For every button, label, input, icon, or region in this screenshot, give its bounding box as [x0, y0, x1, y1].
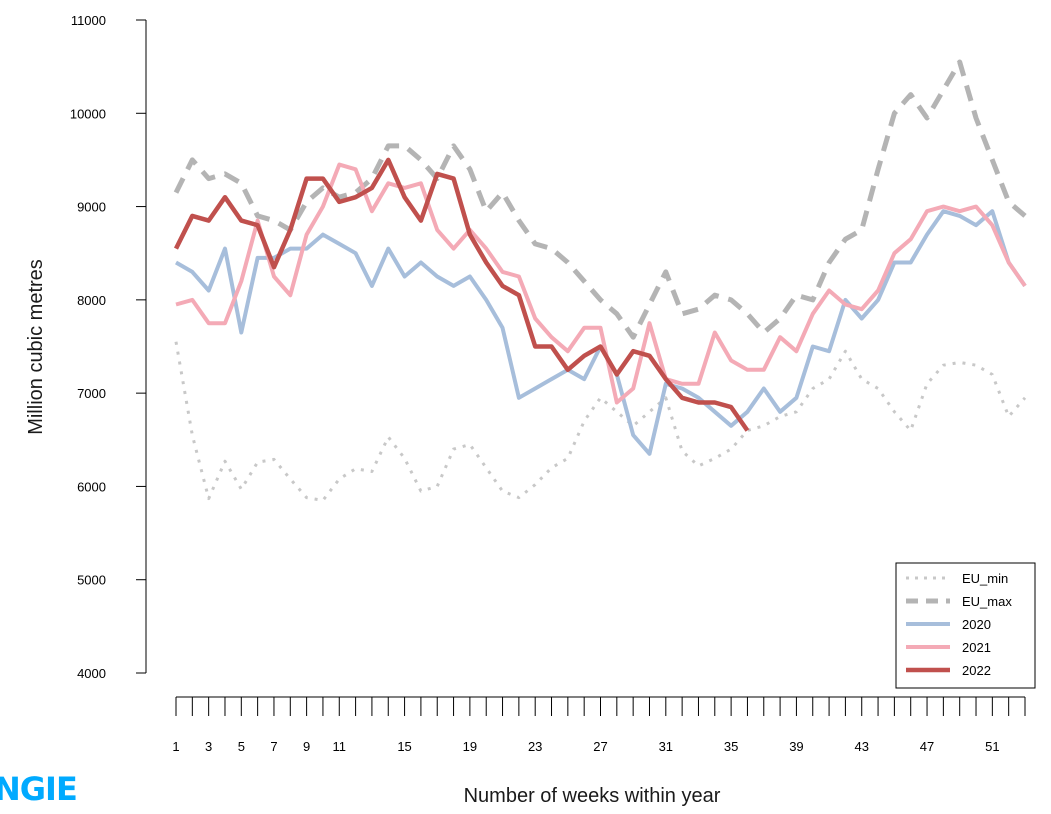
x-tick-label: 15 [397, 739, 411, 754]
x-axis: 1 3 5 7 9 11 15 19 23 27 31 35 39 43 47 51 [172, 696, 1026, 754]
y-axis: 4000 5000 6000 7000 8000 9000 10000 11000 [70, 13, 147, 681]
y-tick-label: 7000 [77, 386, 106, 401]
x-tick-label: 31 [659, 739, 673, 754]
y-tick-label: 4000 [77, 666, 106, 681]
series-line-eu-max [173, 59, 1027, 340]
x-tick-label: 1 [172, 739, 179, 754]
y-tick-label: 10000 [70, 106, 106, 121]
legend-label: 2021 [962, 640, 991, 655]
x-tick-label: 9 [303, 739, 310, 754]
y-axis-title: Million cubic metres [25, 259, 47, 435]
series-line-eu-min [174, 341, 1027, 502]
y-tick-label: 11000 [71, 13, 106, 28]
legend-label: 2020 [962, 617, 991, 632]
y-tick-label: 5000 [77, 573, 106, 588]
x-tick-label: 47 [920, 739, 934, 754]
legend-label: EU_min [962, 571, 1008, 586]
series-line-2021 [175, 162, 1027, 405]
engie-logo: NGIE [0, 770, 78, 808]
x-tick-label: 27 [593, 739, 607, 754]
x-tick-label: 3 [205, 739, 212, 754]
x-tick-label: 11 [333, 739, 347, 754]
y-tick-label: 6000 [77, 479, 106, 494]
x-tick-label: 39 [789, 739, 803, 754]
x-tick-label: 43 [854, 739, 868, 754]
x-tick-label: 35 [724, 739, 738, 754]
x-tick-label: 19 [463, 739, 477, 754]
legend: EU_min EU_max 2020 2021 2022 [895, 562, 1036, 689]
x-axis-title: Number of weeks within year [464, 785, 721, 807]
x-tick-label: 5 [238, 739, 245, 754]
y-tick-label: 8000 [77, 293, 106, 308]
legend-label: EU_max [962, 594, 1012, 609]
legend-label: 2022 [962, 663, 991, 678]
series-layer [173, 59, 1027, 502]
x-tick-label: 23 [528, 739, 542, 754]
series-line-2022 [173, 157, 750, 432]
y-tick-label: 9000 [77, 200, 106, 215]
x-tick-label: 7 [270, 739, 277, 754]
x-tick-label: 51 [985, 739, 999, 754]
